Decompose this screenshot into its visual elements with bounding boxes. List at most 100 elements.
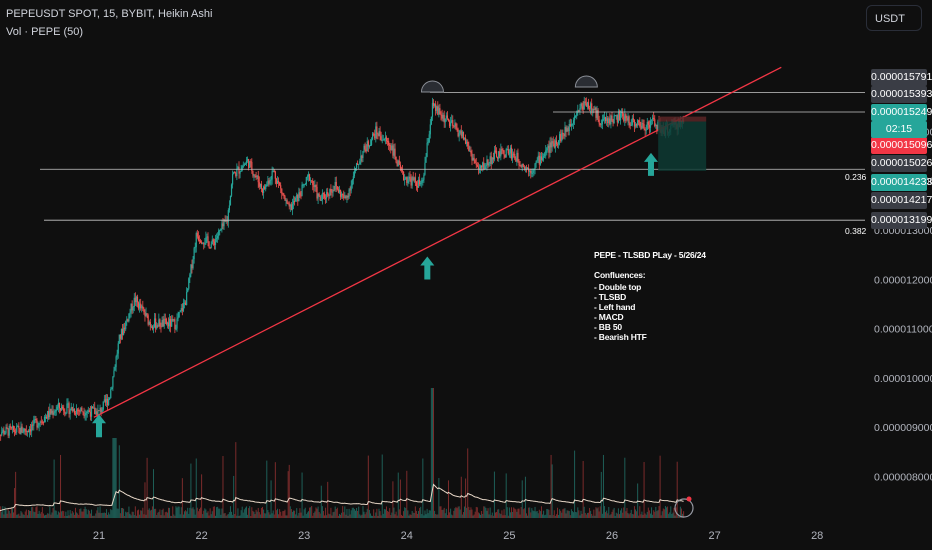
candle-body — [646, 121, 648, 130]
candle-body — [639, 121, 641, 126]
candle-body — [20, 426, 22, 434]
candle-body — [177, 317, 179, 319]
volume-bar — [355, 510, 356, 518]
candle-body — [448, 121, 451, 127]
candle-body — [368, 146, 370, 148]
candle-body — [291, 203, 294, 210]
volume-bar — [252, 510, 254, 518]
volume-bar — [259, 514, 261, 518]
volume-bar — [291, 511, 293, 518]
volume-bar — [102, 512, 104, 518]
volume-bar — [23, 514, 25, 518]
volume-bar — [138, 509, 140, 518]
candle-body — [63, 408, 65, 412]
volume-bar — [502, 515, 504, 518]
candle-body — [119, 334, 121, 339]
volume-bar — [142, 507, 144, 518]
candle-body — [190, 264, 192, 275]
candle-body — [66, 403, 68, 413]
volume-bar — [629, 512, 631, 518]
candle-body — [124, 327, 126, 330]
volume-bar — [128, 506, 130, 518]
volume-bar — [422, 458, 424, 518]
volume-bar — [466, 507, 468, 518]
volume-bar — [375, 512, 377, 518]
volume-bar — [503, 509, 505, 518]
candle-body — [285, 200, 287, 202]
volume-bar — [450, 508, 452, 518]
candle-body — [287, 203, 289, 205]
candle-body — [214, 239, 217, 245]
volume-bar — [517, 508, 519, 518]
candle-body — [73, 409, 76, 414]
volume-bar — [361, 514, 363, 518]
candle-body — [386, 141, 389, 143]
volume-bar — [545, 514, 547, 518]
candle-body — [53, 412, 55, 415]
candle-body — [71, 407, 73, 412]
volume-bar — [331, 515, 333, 518]
candle-body — [644, 129, 646, 131]
candle-body — [52, 410, 54, 415]
candle-body — [349, 189, 351, 191]
volume-bar — [456, 508, 458, 518]
candle-body — [346, 195, 348, 198]
volume-bar — [534, 506, 536, 518]
candle-body — [249, 161, 251, 168]
candle-body — [26, 431, 28, 433]
candle-body — [479, 165, 482, 169]
volume-bar — [334, 506, 336, 518]
volume-bar — [139, 514, 141, 518]
currency-button[interactable]: USDT — [866, 5, 922, 31]
candle-body — [652, 117, 654, 120]
candle-body — [467, 141, 469, 147]
top-arc-icon — [574, 75, 598, 88]
candle-body — [324, 197, 327, 199]
candle-body — [501, 148, 503, 151]
candle-body — [342, 193, 344, 195]
candle-body — [476, 164, 478, 167]
candle-body — [196, 233, 198, 237]
volume-bar — [558, 514, 560, 518]
volume-bar — [513, 507, 515, 518]
volume-bar — [549, 515, 551, 518]
candle-body — [44, 416, 47, 418]
volume-indicator-label[interactable]: Vol · PEPE (50) — [6, 26, 84, 38]
candle-body — [600, 124, 602, 126]
volume-bar — [296, 508, 298, 518]
volume-bar — [287, 471, 289, 518]
candle-body — [415, 182, 418, 186]
volume-bar — [587, 512, 589, 518]
volume-bar — [237, 508, 239, 518]
volume-bar — [289, 506, 291, 518]
volume-bar — [614, 515, 616, 518]
volume-bar — [268, 512, 270, 518]
volume-bar — [441, 509, 443, 518]
volume-bar — [1, 511, 3, 518]
candle-body — [424, 162, 426, 175]
volume-bar — [420, 506, 422, 518]
volume-bar — [575, 511, 577, 518]
volume-bar — [348, 508, 350, 518]
candle-body — [352, 176, 354, 180]
candle-body — [18, 426, 20, 429]
candle-body — [635, 124, 638, 126]
candle-body — [572, 120, 575, 124]
candle-body — [335, 182, 337, 187]
volume-bar — [462, 512, 464, 518]
volume-bar — [556, 507, 558, 518]
candle-body — [341, 193, 343, 197]
candle-body — [529, 170, 531, 172]
volume-bar — [408, 515, 410, 518]
volume-bar — [62, 510, 64, 518]
candle-body — [357, 163, 359, 165]
volume-bar — [501, 510, 503, 518]
candle-body — [407, 180, 409, 183]
candle-body — [82, 411, 84, 413]
candle-body — [528, 167, 530, 172]
candle-body — [366, 141, 368, 152]
volume-bar — [171, 515, 173, 518]
volume-bar — [594, 515, 596, 518]
volume-bar — [290, 509, 292, 518]
